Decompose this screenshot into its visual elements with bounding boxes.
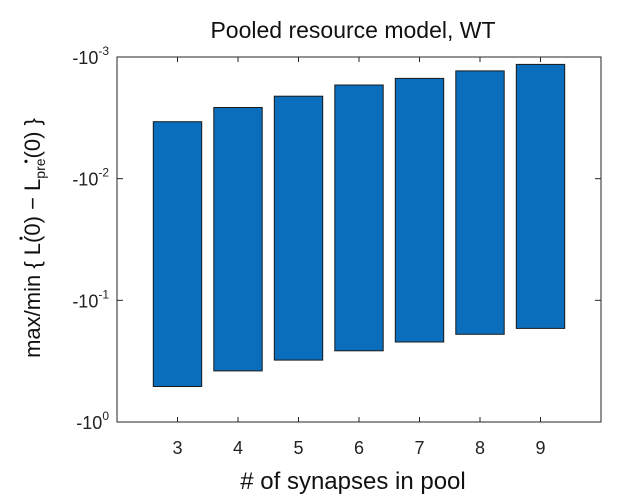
bar-4 bbox=[213, 107, 263, 372]
y-axis-label-prefix: max/min bbox=[20, 275, 45, 358]
x-tick-label-7: 7 bbox=[414, 438, 424, 458]
x-ticks-layer: 3 4 5 6 7 8 9 bbox=[172, 57, 546, 458]
chart-title: Pooled resource model, WT bbox=[210, 17, 495, 43]
x-tick-label-4: 4 bbox=[233, 438, 243, 458]
y-axis-label-term2: L bbox=[20, 179, 45, 191]
bar-5 bbox=[273, 95, 324, 361]
x-tick-label-8: 8 bbox=[475, 438, 485, 458]
bars-layer bbox=[152, 63, 566, 387]
x-axis-label: # of synapses in pool bbox=[240, 468, 465, 495]
y-axis-label-open-brace: { bbox=[20, 261, 45, 268]
bar-7 bbox=[394, 77, 445, 343]
y-tick-label--2: -10-2 bbox=[72, 166, 109, 190]
y-axis-label-term2-dot bbox=[24, 159, 28, 163]
plot-frame bbox=[116, 56, 602, 423]
y-axis-label-term1: L bbox=[20, 243, 45, 255]
y-axis-label-term2-arg: (0) bbox=[20, 132, 45, 159]
y-tick-label--1: -10-1 bbox=[72, 287, 109, 311]
svg-text:max/min { L(0) − Lpre(0) }: max/min { L(0) − Lpre(0) } bbox=[20, 118, 48, 358]
bar-8 bbox=[455, 70, 505, 335]
bar-3 bbox=[152, 121, 203, 387]
y-axis-label-term1-arg: (0) bbox=[20, 216, 45, 243]
y-axis-label-close-brace: } bbox=[20, 118, 45, 125]
x-tick-label-5: 5 bbox=[293, 438, 303, 458]
x-tick-label-9: 9 bbox=[535, 438, 545, 458]
bar-9 bbox=[515, 63, 566, 329]
x-tick-label-6: 6 bbox=[354, 438, 364, 458]
y-axis-label-term2-sub: pre bbox=[32, 158, 48, 178]
bar-6 bbox=[334, 84, 384, 352]
y-axis-label: max/min { L(0) − Lpre(0) } bbox=[19, 118, 48, 358]
y-tick-label-0: -100 bbox=[76, 409, 109, 433]
x-tick-label-3: 3 bbox=[172, 438, 182, 458]
y-tick-label--3: -10-3 bbox=[72, 44, 109, 68]
y-axis-label-term1-dot bbox=[19, 236, 23, 240]
y-axis-label-minus: − bbox=[20, 197, 45, 210]
